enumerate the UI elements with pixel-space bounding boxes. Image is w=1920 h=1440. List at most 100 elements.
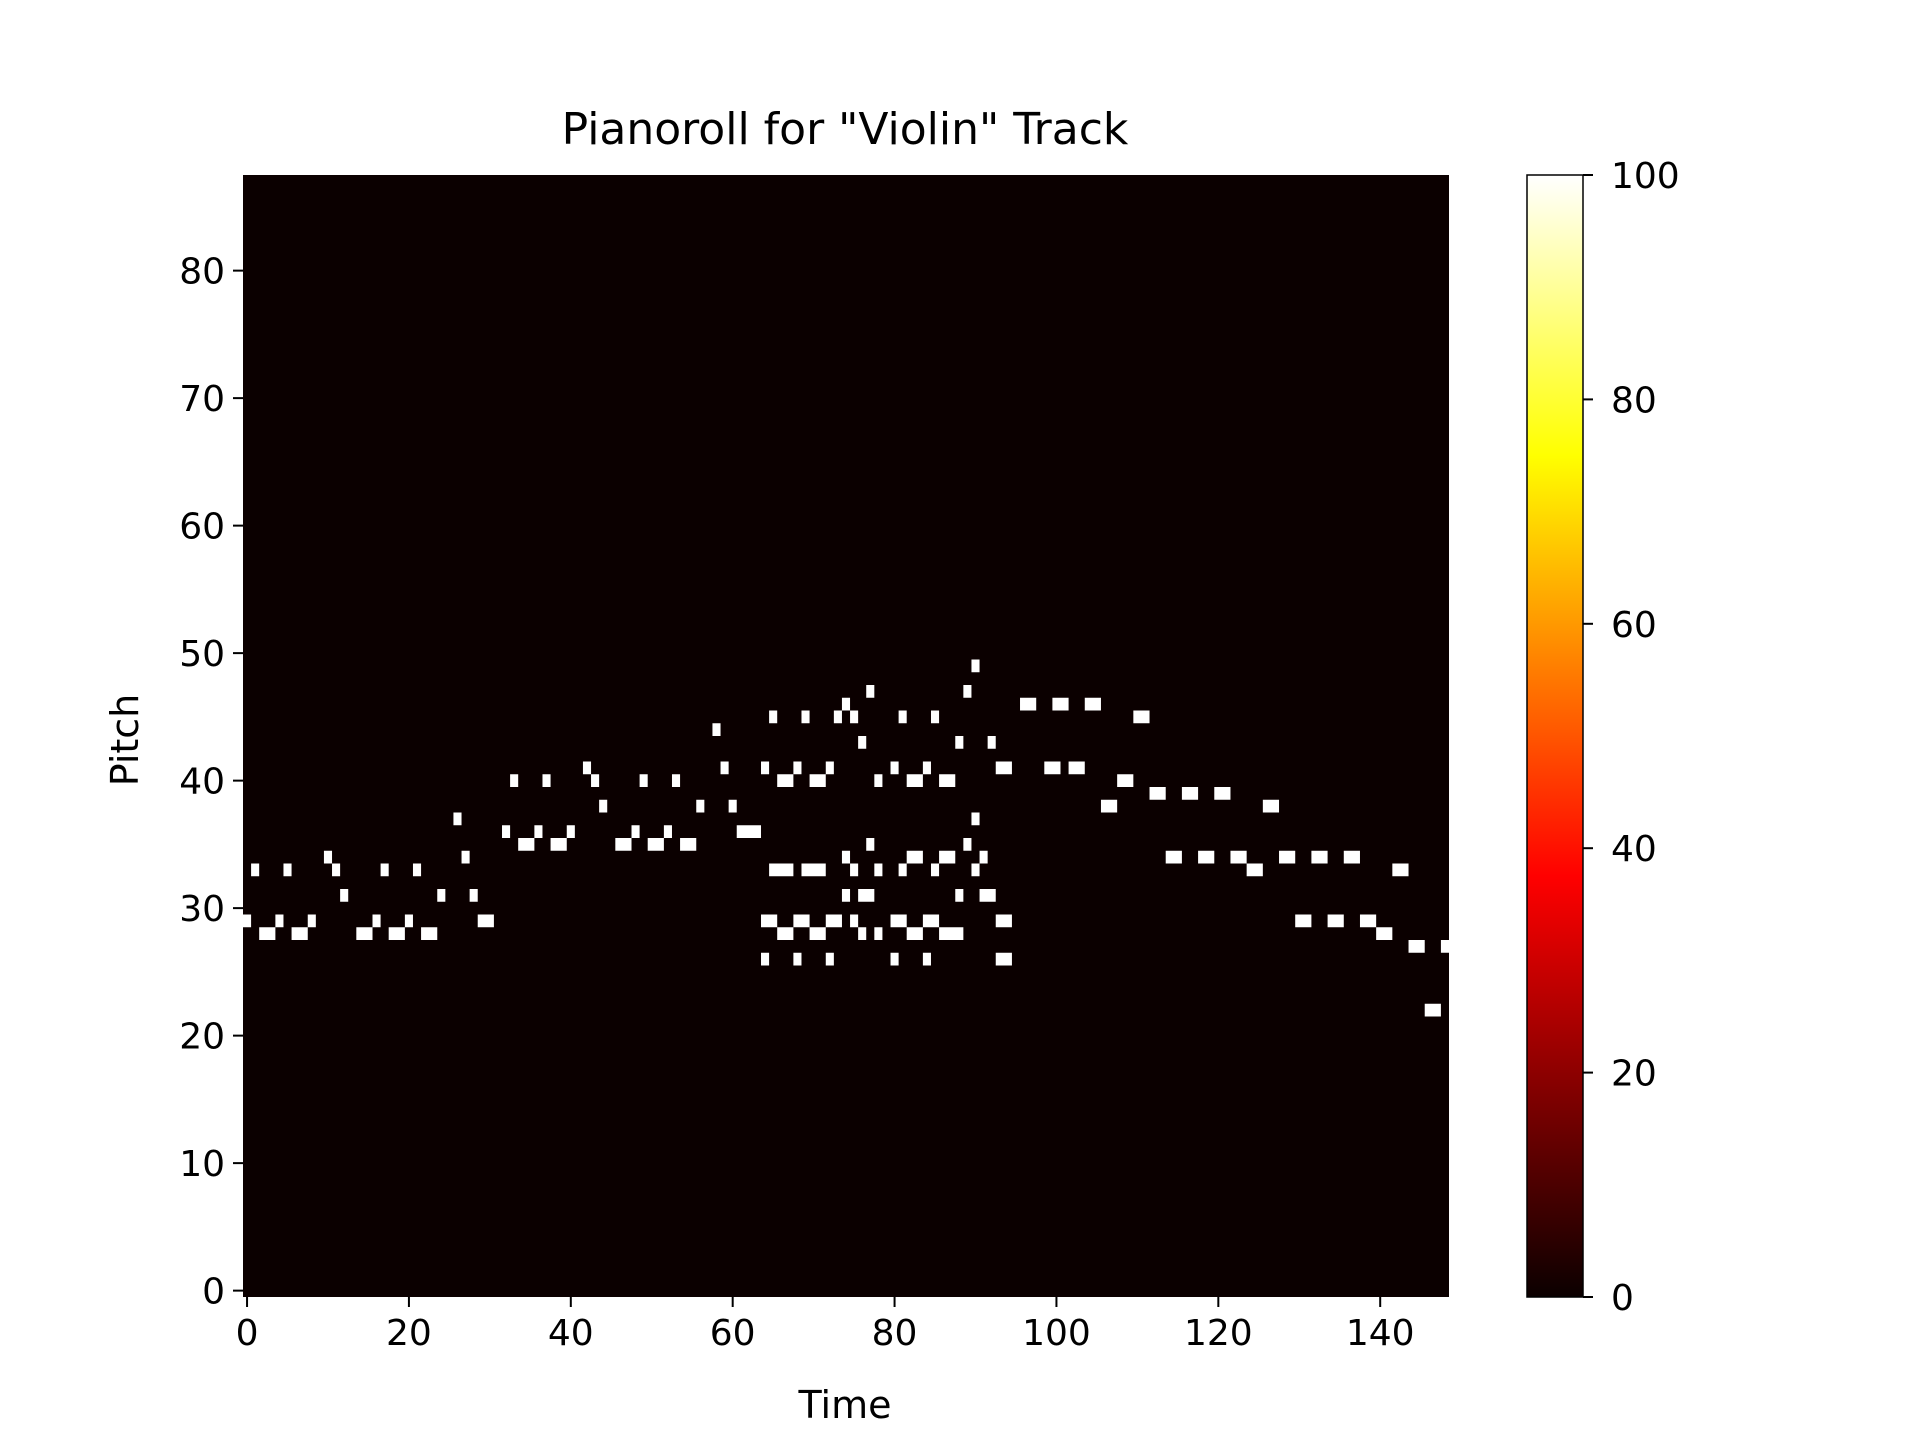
y-tick-label: 60 [179, 507, 225, 548]
note-76 [890, 952, 899, 966]
note-71 [866, 685, 875, 698]
y-tick-label: 80 [179, 252, 225, 293]
y-tick-label: 70 [179, 379, 225, 420]
note-27 [550, 838, 567, 851]
note-111 [1117, 774, 1134, 787]
note-126 [1359, 914, 1377, 928]
note-128 [1392, 863, 1409, 877]
note-13 [388, 927, 405, 940]
note-127 [1376, 927, 1393, 940]
note-57 [809, 774, 826, 787]
note-67 [850, 914, 859, 928]
x-tick-label: 100 [1022, 1313, 1091, 1354]
note-49 [777, 927, 794, 940]
note-112 [1133, 710, 1150, 724]
notes-layer [243, 659, 1449, 1017]
note-131 [1440, 940, 1449, 953]
note-83 [906, 774, 923, 787]
note-95 [963, 838, 972, 851]
y-tick-label: 10 [179, 1144, 225, 1185]
note-5 [291, 927, 308, 940]
note-75 [874, 927, 883, 940]
note-77 [890, 914, 907, 928]
note-119 [1246, 863, 1263, 877]
note-73 [874, 774, 883, 787]
note-3 [275, 914, 284, 928]
note-80 [898, 710, 907, 724]
note-55 [801, 710, 810, 724]
note-10 [356, 927, 373, 940]
note-102 [995, 761, 1012, 775]
colorbar-tick-label: 100 [1611, 156, 1680, 197]
note-84 [922, 952, 931, 966]
note-2 [259, 927, 276, 940]
note-116 [1198, 850, 1215, 864]
note-123 [1311, 850, 1328, 864]
note-37 [671, 774, 681, 787]
note-43 [736, 825, 762, 838]
note-89 [939, 850, 956, 864]
note-48 [769, 710, 778, 724]
note-61 [833, 710, 842, 724]
note-16 [421, 927, 438, 940]
x-tick-label: 40 [548, 1313, 594, 1354]
note-130 [1424, 1003, 1441, 1017]
colorbar-tick-label: 40 [1611, 829, 1657, 870]
colorbar-tick-label: 20 [1611, 1054, 1657, 1095]
note-98 [971, 863, 980, 877]
note-124 [1327, 914, 1344, 928]
note-42 [728, 799, 737, 813]
note-69 [858, 889, 875, 902]
y-tick-label: 30 [179, 889, 225, 930]
note-108 [1068, 761, 1085, 775]
note-34 [639, 774, 648, 787]
colorbar-tick-label: 80 [1611, 380, 1657, 421]
note-18 [453, 812, 462, 826]
note-1 [251, 863, 260, 877]
note-117 [1214, 787, 1231, 800]
note-15 [412, 863, 422, 877]
note-125 [1343, 850, 1360, 864]
note-21 [477, 914, 494, 928]
x-tick-label: 120 [1184, 1313, 1253, 1354]
note-79 [898, 863, 907, 877]
y-tick-label: 40 [179, 762, 225, 803]
note-70 [858, 927, 867, 940]
note-25 [534, 825, 543, 838]
note-109 [1084, 697, 1101, 711]
note-91 [939, 774, 956, 787]
note-46 [761, 761, 770, 775]
note-44 [761, 952, 770, 966]
note-54 [801, 863, 826, 877]
x-axis-label: Time [798, 1383, 892, 1427]
note-36 [663, 825, 672, 838]
x-tick-label: 20 [386, 1313, 432, 1354]
note-65 [850, 710, 859, 724]
note-81 [906, 850, 923, 864]
note-17 [437, 889, 446, 902]
colorbar-axis: 0 20 40 60 80 100 [1583, 156, 1680, 1319]
note-31 [599, 799, 608, 813]
note-9 [340, 889, 349, 902]
note-4 [283, 863, 292, 877]
note-93 [955, 736, 964, 749]
note-14 [404, 914, 413, 928]
note-12 [380, 863, 389, 877]
note-63 [841, 850, 851, 864]
note-86 [922, 761, 931, 775]
note-33 [631, 825, 640, 838]
note-74 [874, 863, 883, 877]
colorbar-tick-label: 60 [1611, 605, 1657, 646]
note-99 [979, 850, 988, 864]
note-19 [461, 850, 470, 864]
note-58 [825, 952, 834, 966]
note-0 [243, 914, 252, 928]
note-62 [841, 697, 851, 711]
note-40 [712, 723, 721, 736]
note-23 [510, 774, 519, 787]
note-88 [930, 710, 940, 724]
x-axis: 0 20 40 60 80 100 120 140 [236, 1297, 1415, 1354]
y-axis: 0 10 20 30 40 50 60 70 80 [179, 252, 243, 1313]
x-tick-label: 60 [710, 1313, 756, 1354]
note-100 [979, 889, 996, 902]
